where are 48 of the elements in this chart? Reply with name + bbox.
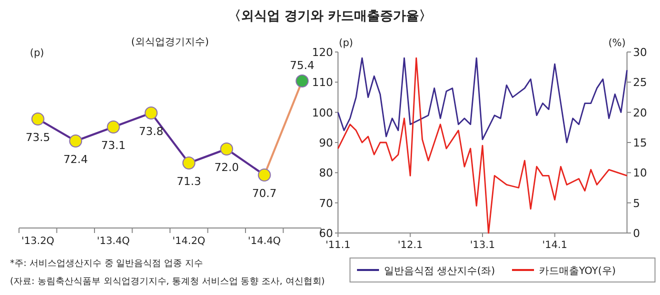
x-tick-label: '13.2Q xyxy=(21,236,54,247)
x-tick-label: '13.4Q xyxy=(96,236,130,247)
x-tick-label: '11.1 xyxy=(325,240,351,251)
point xyxy=(144,106,158,120)
x-tick-label: '14.1 xyxy=(542,240,568,251)
chart-title: 〈외식업 경기와 카드매출증가율〉 xyxy=(228,9,432,24)
legend-label: 일반음식점 생산지수(좌) xyxy=(384,266,496,277)
data-label: 72.4 xyxy=(63,153,88,166)
text: *주: 서비스업생산지수 중 일반음식점 업종 지수 xyxy=(10,259,203,269)
y2-tick-label: 5 xyxy=(633,196,640,210)
y-axis-title: (p) xyxy=(338,38,354,49)
y-tick-label: 90 xyxy=(319,136,333,150)
y-tick-label: 80 xyxy=(319,166,333,180)
point xyxy=(296,74,309,88)
x-tick-label: '14.4Q xyxy=(248,236,281,247)
y-tick-label: 110 xyxy=(312,76,333,90)
data-label: 70.7 xyxy=(252,187,277,200)
y-tick-label: 120 xyxy=(312,46,333,59)
x-tick-label: '13.1 xyxy=(470,240,496,251)
data-label: 73.1 xyxy=(101,139,126,152)
y2-tick-label: 30 xyxy=(633,46,647,59)
y-tick-label: 70 xyxy=(319,196,333,210)
point xyxy=(258,168,271,182)
text: (자료: 농림축산식품부 외식업경기지수, 통계청 서비스업 동향 조사, 여신협회) xyxy=(10,277,325,287)
x-tick-label: '14.2Q xyxy=(172,236,206,247)
y-tick-label: 60 xyxy=(319,227,333,240)
y2-tick-label: 10 xyxy=(633,166,647,180)
line-series xyxy=(337,57,628,144)
y-tick-label: 100 xyxy=(312,106,333,120)
data-label: 75.4 xyxy=(290,59,314,72)
y2-tick-label: 15 xyxy=(633,136,647,150)
point xyxy=(220,142,234,156)
y2-tick-label: 0 xyxy=(633,227,640,240)
y2-tick-label: 20 xyxy=(633,106,647,120)
point xyxy=(31,112,44,126)
point xyxy=(106,120,120,134)
data-label: 73.5 xyxy=(26,131,50,144)
x-tick-label: '12.1 xyxy=(398,240,423,251)
point xyxy=(69,134,82,148)
y2-axis-title: (%) xyxy=(608,38,626,49)
legend-label: 카드매출YOY(우) xyxy=(539,266,616,277)
point xyxy=(182,156,196,170)
data-label: 71.3 xyxy=(176,175,202,188)
data-label: 72.0 xyxy=(214,161,239,174)
y2-tick-label: 25 xyxy=(633,76,647,90)
chart-subtitle: (외식업경기지수) xyxy=(131,37,209,48)
y-axis-title: (p) xyxy=(30,48,44,59)
data-label: 73.8 xyxy=(138,125,164,138)
